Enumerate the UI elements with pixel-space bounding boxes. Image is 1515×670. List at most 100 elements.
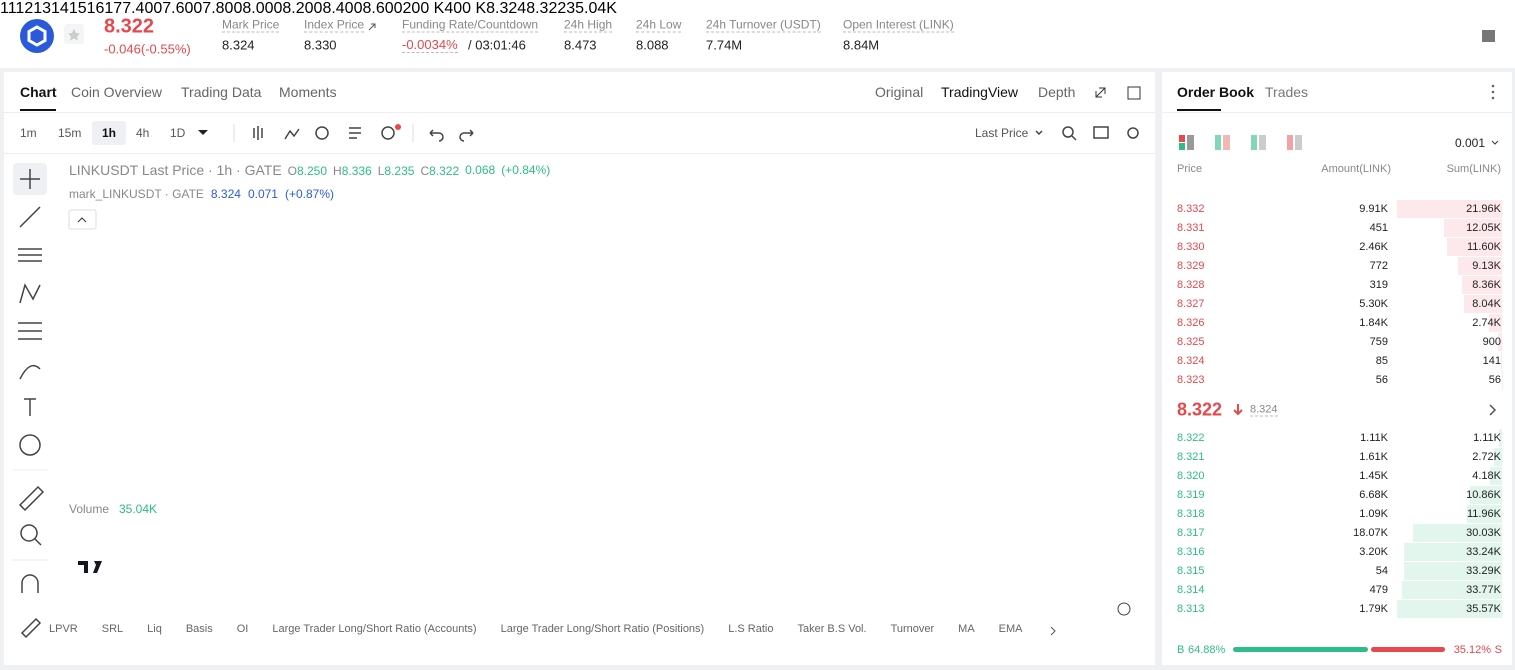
view-tab[interactable]: TradingView <box>941 84 1019 100</box>
view-tab[interactable]: Depth <box>1038 84 1076 100</box>
depth-bar <box>1403 562 1502 580</box>
interval[interactable]: 1h <box>102 126 117 140</box>
divider <box>4 153 1155 154</box>
x-tick-label: 17 <box>104 0 123 17</box>
price-type[interactable]: Last Price <box>975 126 1029 140</box>
kebab[interactable] <box>1491 84 1495 100</box>
indicator[interactable]: Taker B.S Vol. <box>797 623 867 635</box>
depth-bar <box>1488 314 1502 332</box>
book-price: 8.313 <box>1177 603 1205 615</box>
book-amount: 1.79K <box>1359 603 1388 615</box>
book-amount: 1.09K <box>1359 508 1388 520</box>
legend-title: LINKUSDT Last Price · 1h · GATE <box>69 162 282 178</box>
active-tab-underline <box>20 109 56 111</box>
book-sum: 33.77K <box>1466 584 1501 596</box>
stat-value: 8.088 <box>636 37 669 53</box>
indicator[interactable]: MA <box>958 623 975 635</box>
drawing-tools <box>18 169 45 639</box>
book-price: 8.331 <box>1177 222 1205 234</box>
caret[interactable] <box>198 130 208 135</box>
sell-ratio: 35.12% <box>1453 644 1491 656</box>
interval[interactable]: 1D <box>170 126 186 140</box>
book-sum: 2.74K <box>1472 317 1501 329</box>
y-tick-label: 7.800 <box>202 0 243 17</box>
chart-tab[interactable]: Chart <box>20 84 57 100</box>
settings-icon[interactable] <box>1117 602 1131 616</box>
view-tab[interactable]: Original <box>875 84 924 100</box>
interval[interactable]: 15m <box>58 126 82 140</box>
indicator[interactable]: Large Trader Long/Short Ratio (Positions… <box>500 623 705 635</box>
depth-bar <box>1458 257 1502 275</box>
book-amount: 9.91K <box>1359 203 1388 215</box>
ohlc-item: L8.235 <box>378 162 415 178</box>
volume-badge: 35.04K <box>566 0 617 17</box>
book-last: 8.322 <box>1177 399 1223 420</box>
funding-countdown: / 03:01:46 <box>468 37 526 53</box>
coin-logo <box>20 19 54 53</box>
ohlc-value: 8.322 <box>429 164 460 178</box>
book-sum: 2.72K <box>1472 451 1501 463</box>
indicator[interactable]: Liq <box>147 623 162 635</box>
stat-value: 8.473 <box>564 37 597 53</box>
ohlc-item: H8.336 <box>333 162 372 178</box>
expand-icon[interactable] <box>1095 87 1106 98</box>
indicator[interactable]: OI <box>236 623 249 635</box>
book-amount: 85 <box>1375 355 1388 367</box>
chart-tab[interactable]: Moments <box>279 84 337 100</box>
book-sum: 11.60K <box>1466 241 1501 253</box>
sidebar-icon[interactable] <box>1482 30 1495 42</box>
interval[interactable]: 1m <box>20 126 37 140</box>
indicator[interactable]: Basis <box>185 623 213 635</box>
indicator[interactable]: L.S Ratio <box>728 623 774 635</box>
window-icon[interactable] <box>1127 86 1141 100</box>
book-amount: 759 <box>1369 336 1388 348</box>
book-price: 8.314 <box>1177 584 1205 596</box>
book-price: 8.328 <box>1177 279 1205 291</box>
stat-label: Open Interest (LINK) <box>843 17 954 33</box>
indicator[interactable]: LPVR <box>49 623 78 635</box>
x-tick-label: 11 <box>0 0 16 17</box>
indicator[interactable]: Turnover <box>890 623 935 635</box>
indicator[interactable]: EMA <box>998 623 1023 635</box>
precision[interactable]: 0.001 <box>1454 136 1485 150</box>
stat-label: 24h High <box>564 17 613 33</box>
book-tab[interactable]: Order Book <box>1177 84 1255 100</box>
book-sum: 900 <box>1482 336 1501 348</box>
stat-label: 24h Turnover (USDT) <box>706 17 821 33</box>
book-view-icons <box>1179 135 1302 150</box>
book-price: 8.319 <box>1177 489 1205 501</box>
chart-tab[interactable]: Coin Overview <box>71 84 163 100</box>
depth-bar <box>1446 238 1502 256</box>
depth-bar <box>1493 448 1502 466</box>
column-head: Price <box>1177 163 1203 175</box>
stat-label: Funding Rate/Countdown <box>402 17 539 33</box>
collapse-legend[interactable] <box>68 209 97 230</box>
chart-tab[interactable]: Trading Data <box>181 84 262 100</box>
more-arrow[interactable] <box>1489 404 1497 416</box>
precision-caret[interactable] <box>1491 140 1499 145</box>
book-sum: 33.29K <box>1466 565 1501 577</box>
indicator[interactable]: Large Trader Long/Short Ratio (Accounts) <box>272 623 477 635</box>
ohlc-value: 8.336 <box>341 164 372 178</box>
book-tab[interactable]: Trades <box>1265 84 1309 100</box>
collapse-arrow <box>77 217 87 223</box>
funding-rate: -0.0034% <box>402 37 458 53</box>
column-head: Sum(LINK) <box>1446 163 1501 175</box>
interval[interactable]: 4h <box>136 126 150 140</box>
chart-panel <box>4 72 1155 665</box>
book-sum: 141 <box>1482 355 1501 367</box>
ohlc-item: O8.250 <box>288 162 327 178</box>
depth-bar <box>1469 486 1502 504</box>
buy-bar <box>1233 647 1368 652</box>
book-sum: 12.05K <box>1466 222 1501 234</box>
y-tick-label: 8.600 <box>362 0 403 17</box>
last-price: 8.322 <box>104 15 155 38</box>
indicator[interactable]: SRL <box>101 623 124 635</box>
depth-bar <box>1466 505 1502 523</box>
scroll-right[interactable] <box>1050 626 1056 636</box>
book-sum: 1.11K <box>1473 432 1501 444</box>
header-bar <box>0 0 1515 68</box>
stat-label: Mark Price <box>222 17 280 33</box>
book-sum: 56 <box>1488 374 1501 386</box>
x-tick-label: 15 <box>68 0 87 17</box>
